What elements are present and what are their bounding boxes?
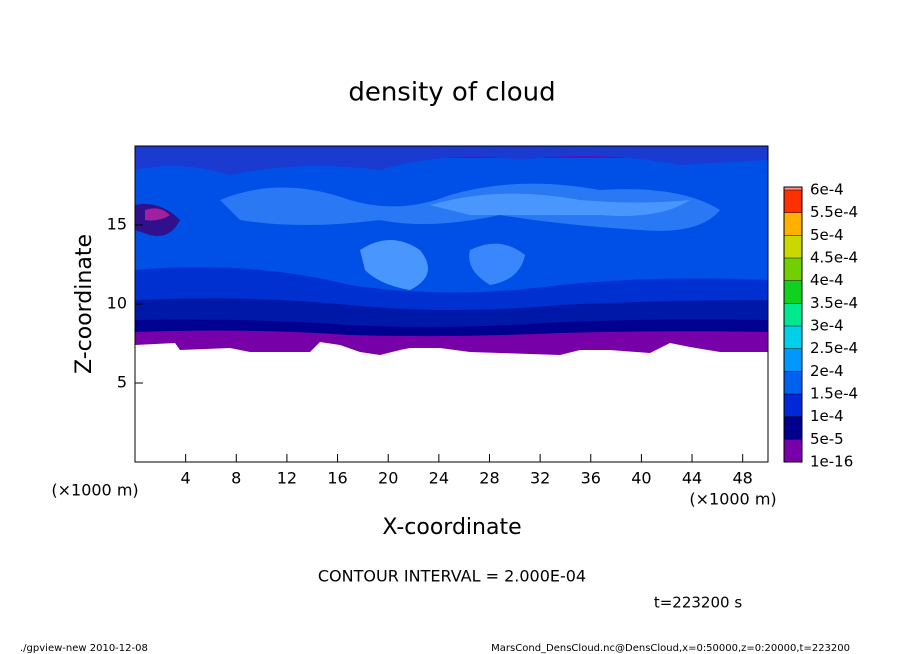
x-tick-label: 16: [327, 469, 347, 488]
colorbar-band: [784, 258, 802, 281]
colorbar-label: 1.5e-4: [810, 385, 858, 403]
colorbar-band: [784, 235, 802, 258]
x-tick-label: 12: [277, 469, 297, 488]
y-tick-label: 10: [107, 294, 127, 313]
colorbar-band: [784, 212, 802, 236]
colorbar-band: [784, 348, 802, 372]
y-tick-label: 15: [107, 215, 127, 234]
y-tick-label: 5: [117, 373, 127, 392]
x-tick-label: 36: [581, 469, 601, 488]
x-tick-label: 28: [479, 469, 499, 488]
x-unit: (×1000 m): [689, 490, 776, 509]
colorbar-label: 2.5e-4: [810, 339, 858, 357]
x-axis-title: X-coordinate: [382, 515, 521, 540]
x-tick-label: 20: [378, 469, 398, 488]
x-tick-label: 4: [181, 469, 191, 488]
colorbar-top: [784, 187, 802, 190]
contour-field: [135, 146, 768, 462]
colorbar-band: [784, 280, 802, 304]
colorbar-label: 6e-4: [810, 181, 844, 199]
colorbar-label: 5e-5: [810, 430, 844, 448]
x-tick-label: 8: [231, 469, 241, 488]
y-unit: (×1000 m): [51, 481, 138, 500]
colorbar-label: 4.5e-4: [810, 249, 858, 267]
colorbar-band: [784, 439, 802, 462]
chart-title: density of cloud: [348, 78, 555, 108]
colorbar-label: 4e-4: [810, 271, 844, 289]
contour-interval: CONTOUR INTERVAL = 2.000E-04: [318, 567, 586, 586]
x-tick-label: 48: [733, 469, 753, 488]
colorbar-band: [784, 394, 802, 417]
colorbar-label: 2e-4: [810, 362, 844, 380]
colorbar-band: [784, 190, 802, 213]
colorbar-band: [784, 326, 802, 349]
footer-left: ./gpview-new 2010-12-08: [20, 643, 148, 654]
time-label: t=223200 s: [654, 594, 742, 612]
colorbar-label: 3e-4: [810, 317, 844, 335]
colorbar-label: 1e-16: [810, 453, 853, 471]
colorbar-label: 3.5e-4: [810, 294, 858, 312]
x-tick-label: 32: [530, 469, 550, 488]
footer-right: MarsCond_DensCloud.nc@DensCloud,x=0:5000…: [491, 643, 850, 654]
colorbar-label: 5.5e-4: [810, 203, 858, 221]
colorbar-label: 1e-4: [810, 407, 844, 425]
colorbar-band: [784, 371, 802, 394]
colorbar-label: 5e-4: [810, 226, 844, 244]
x-tick-label: 44: [682, 469, 702, 488]
x-tick-label: 24: [429, 469, 449, 488]
x-tick-label: 40: [631, 469, 651, 488]
colorbar-band: [784, 303, 802, 326]
colorbar-band: [784, 416, 802, 440]
y-axis-title: Z-coordinate: [72, 234, 97, 374]
